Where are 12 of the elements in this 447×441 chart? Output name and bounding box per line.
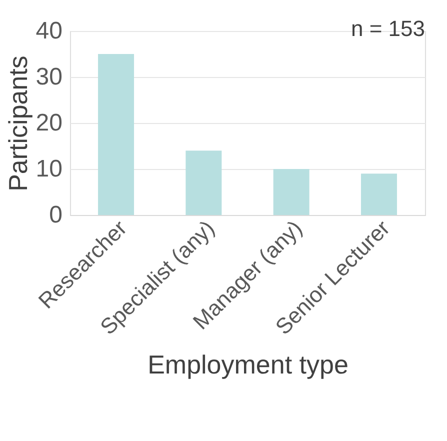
bar <box>186 150 222 215</box>
bar <box>273 169 310 215</box>
bar <box>360 174 397 215</box>
bar <box>98 54 134 215</box>
y-tick-label: 30 <box>36 64 62 90</box>
y-axis-title: Participants <box>2 56 33 192</box>
y-tick-label: 40 <box>36 18 62 44</box>
y-tick-label: 20 <box>36 110 62 136</box>
y-tick-label: 10 <box>36 156 62 182</box>
y-tick-label: 0 <box>49 202 62 228</box>
annotation: n = 153 <box>350 16 425 41</box>
x-axis-title: Employment type <box>148 350 348 380</box>
